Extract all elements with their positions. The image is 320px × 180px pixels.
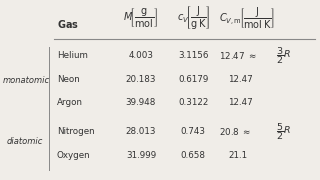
- Text: $c_V\!\left[\dfrac{\mathrm{J}}{\mathrm{g\,K}}\right]$: $c_V\!\left[\dfrac{\mathrm{J}}{\mathrm{g…: [177, 5, 210, 32]
- Text: Helium: Helium: [57, 51, 88, 60]
- Text: $C_{V,\mathrm{m}}\!\left[\dfrac{\mathrm{J}}{\mathrm{mol\,K}}\right]$: $C_{V,\mathrm{m}}\!\left[\dfrac{\mathrm{…: [219, 6, 275, 31]
- Text: 20.8 $\approx$: 20.8 $\approx$: [219, 125, 251, 137]
- Text: 12.47 $\approx$: 12.47 $\approx$: [219, 50, 257, 61]
- Text: $\mathbf{Gas}$: $\mathbf{Gas}$: [57, 18, 79, 30]
- Text: monatomic: monatomic: [3, 76, 50, 85]
- Text: 31.999: 31.999: [126, 151, 156, 160]
- Text: $\dfrac{5}{2}R$: $\dfrac{5}{2}R$: [276, 121, 291, 141]
- Text: Argon: Argon: [57, 98, 83, 107]
- Text: 28.013: 28.013: [126, 127, 156, 136]
- Text: Nitrogen: Nitrogen: [57, 127, 94, 136]
- Text: 0.743: 0.743: [181, 127, 206, 136]
- Text: 0.6179: 0.6179: [178, 75, 209, 84]
- Text: 12.47: 12.47: [228, 98, 253, 107]
- Text: 0.658: 0.658: [181, 151, 206, 160]
- Text: $\dfrac{3}{2}R$: $\dfrac{3}{2}R$: [276, 45, 291, 66]
- Text: 20.183: 20.183: [126, 75, 156, 84]
- Text: Oxygen: Oxygen: [57, 151, 91, 160]
- Text: 12.47: 12.47: [228, 75, 253, 84]
- Text: 39.948: 39.948: [126, 98, 156, 107]
- Text: 0.3122: 0.3122: [178, 98, 209, 107]
- Text: 3.1156: 3.1156: [178, 51, 209, 60]
- Text: $M\!\left[\dfrac{\mathrm{g}}{\mathrm{mol}}\right]$: $M\!\left[\dfrac{\mathrm{g}}{\mathrm{mol…: [123, 7, 159, 30]
- Text: Neon: Neon: [57, 75, 80, 84]
- Text: 4.003: 4.003: [128, 51, 154, 60]
- Text: diatomic: diatomic: [6, 137, 43, 146]
- Text: 21.1: 21.1: [228, 151, 247, 160]
